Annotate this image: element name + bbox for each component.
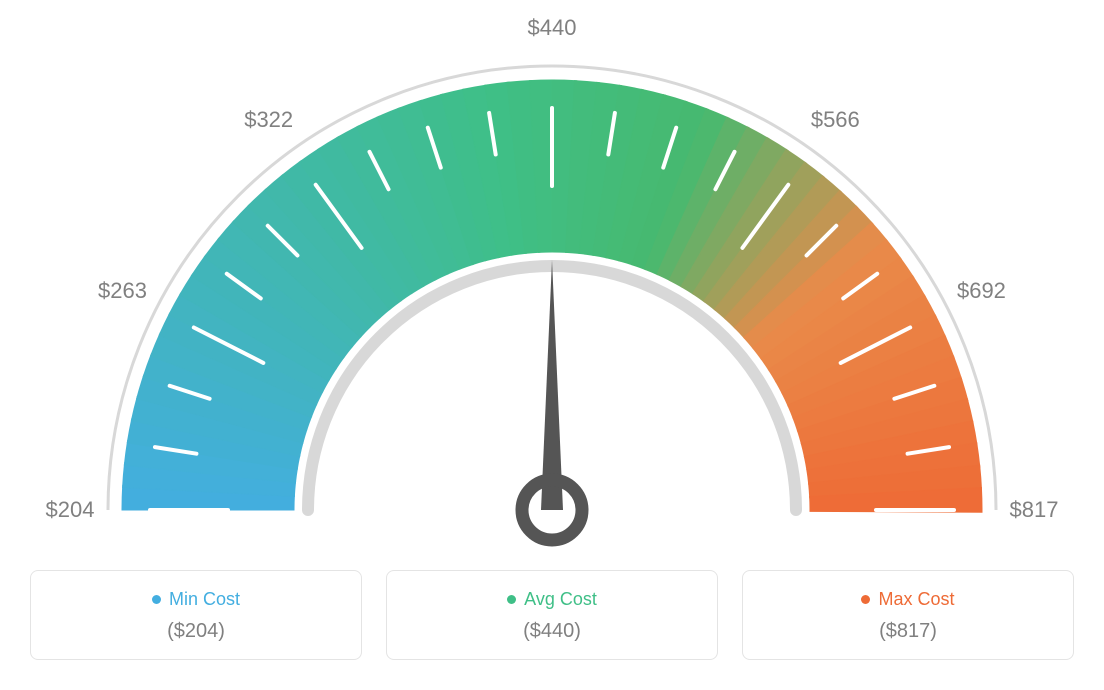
legend-label-max: Max Cost: [878, 589, 954, 610]
legend-card-max: Max Cost ($817): [742, 570, 1074, 660]
dot-icon: [152, 595, 161, 604]
gauge-tick-label: $566: [811, 107, 860, 133]
legend-card-min: Min Cost ($204): [30, 570, 362, 660]
gauge-tick-label: $322: [244, 107, 293, 133]
legend-value-min: ($204): [47, 620, 345, 643]
legend-title-avg: Avg Cost: [507, 589, 597, 610]
legend-title-min: Min Cost: [152, 589, 240, 610]
gauge-chart: $204 $263 $322 $440 $566 $692 $817: [0, 0, 1104, 560]
legend-value-avg: ($440): [403, 620, 701, 643]
gauge-tick-label: $263: [98, 278, 147, 304]
gauge-tick-label: $692: [957, 278, 1006, 304]
legend-title-max: Max Cost: [861, 589, 954, 610]
legend-row: Min Cost ($204) Avg Cost ($440) Max Cost…: [30, 570, 1074, 660]
legend-label-min: Min Cost: [169, 589, 240, 610]
gauge-tick-label: $440: [528, 15, 577, 41]
cost-gauge-container: $204 $263 $322 $440 $566 $692 $817 Min Cost ($…: [0, 0, 1104, 690]
legend-card-avg: Avg Cost ($440): [386, 570, 718, 660]
gauge-tick-label: $817: [1010, 497, 1059, 523]
dot-icon: [507, 595, 516, 604]
dot-icon: [861, 595, 870, 604]
legend-value-max: ($817): [759, 620, 1057, 643]
gauge-tick-label: $204: [46, 497, 95, 523]
legend-label-avg: Avg Cost: [524, 589, 597, 610]
